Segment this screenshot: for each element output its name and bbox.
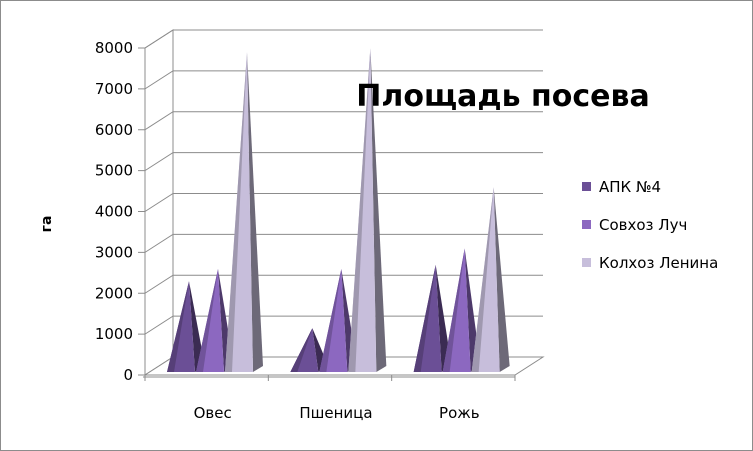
- y-tick-label: 7000: [95, 80, 133, 98]
- legend-swatch: [582, 220, 591, 229]
- category-label: Овес: [194, 404, 232, 422]
- cone-edge-shade: [413, 264, 436, 372]
- cone-edge-shade: [196, 268, 218, 372]
- y-tick-label: 8000: [95, 39, 133, 57]
- cone-edge-shade: [319, 268, 342, 372]
- gridline: [144, 193, 543, 212]
- y-tick-label: 0: [123, 366, 133, 384]
- y-tick-labels: 0 1000 2000 3000 4000 5000 6000 7000 8000: [95, 39, 145, 384]
- legend-label: АПК №4: [599, 178, 661, 196]
- cone-side-face: [493, 187, 510, 372]
- gridlines: [144, 29, 543, 376]
- y-tick-label: 1000: [95, 325, 133, 343]
- cone-edge-shade: [471, 187, 494, 372]
- y-axis-label: га: [39, 216, 55, 233]
- legend-swatch: [582, 258, 591, 267]
- cone-edge-shade: [225, 52, 247, 373]
- category-label: Пшеница: [299, 404, 372, 422]
- legend-label: Совхоз Луч: [599, 216, 687, 234]
- gridline: [144, 70, 543, 90]
- y-tick-label: 4000: [95, 203, 133, 221]
- cone-edge-shade: [348, 48, 371, 373]
- y-tick-label: 3000: [95, 243, 133, 261]
- y-tick-label: 6000: [95, 121, 133, 139]
- cone-2-2: [471, 187, 510, 372]
- gridline: [144, 274, 543, 294]
- cone-side-face: [370, 48, 387, 373]
- cone-marks: [167, 48, 510, 373]
- gridline: [144, 315, 543, 335]
- legend-label: Колхоз Ленина: [599, 254, 718, 272]
- chart-title: Площадь посева: [356, 79, 649, 114]
- cone-2-1: [348, 48, 387, 373]
- gridline: [144, 233, 543, 253]
- y-tick-label: 2000: [95, 284, 133, 302]
- y-tick-label: 5000: [95, 162, 133, 180]
- x-tick-labels: Овес Пшеница Рожь: [194, 404, 480, 422]
- category-label: Рожь: [439, 404, 480, 422]
- gridline: [144, 29, 543, 49]
- legend-swatch: [582, 182, 591, 191]
- cone-edge-shade: [442, 248, 465, 372]
- cone-edge-shade: [167, 281, 189, 372]
- cone-edge-shade: [290, 328, 313, 372]
- cone-side-face: [247, 52, 263, 373]
- gridline: [144, 111, 543, 131]
- gridline: [144, 152, 543, 172]
- legend: АПК №4 Совхоз Луч Колхоз Ленина: [582, 178, 718, 272]
- cone-2-0: [225, 52, 263, 373]
